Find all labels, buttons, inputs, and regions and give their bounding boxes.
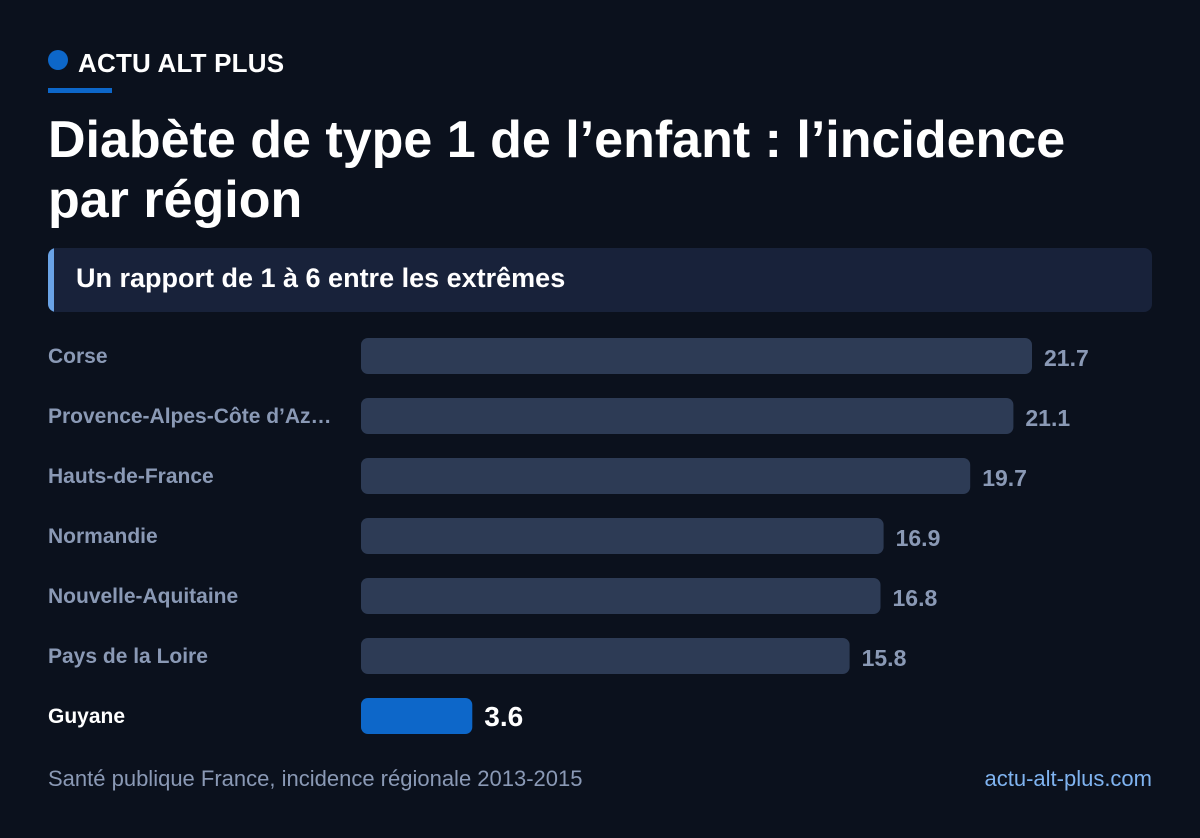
subtitle-box: Un rapport de 1 à 6 entre les extrêmes	[48, 248, 1152, 312]
bar	[361, 578, 881, 614]
subtitle: Un rapport de 1 à 6 entre les extrêmes	[76, 263, 566, 293]
value-label: 21.7	[1044, 345, 1089, 371]
value-label: 3.6	[484, 701, 523, 732]
bar	[361, 638, 850, 674]
subtitle-accent-bar	[48, 248, 54, 312]
bar	[361, 398, 1014, 434]
category-label: Nouvelle-Aquitaine	[48, 585, 238, 608]
source-note: Santé publique France, incidence régiona…	[48, 766, 583, 791]
brand: ACTU ALT PLUS	[48, 48, 284, 78]
category-label: Pays de la Loire	[48, 645, 208, 668]
value-label: 15.8	[862, 645, 907, 671]
category-label: Provence-Alpes-Côte d’Az…	[48, 405, 332, 428]
category-label: Corse	[48, 345, 108, 368]
value-label: 21.1	[1025, 405, 1070, 431]
brand-name: ACTU ALT PLUS	[78, 47, 285, 78]
category-label: Hauts-de-France	[48, 465, 214, 488]
bar	[361, 458, 971, 494]
category-label: Normandie	[48, 525, 158, 548]
brand-underline	[48, 88, 112, 93]
page-title: Diabète de type 1 de l’enfant : l’incide…	[48, 111, 1066, 229]
category-label: Guyane	[48, 705, 125, 728]
site-link[interactable]: actu-alt-plus.com	[984, 766, 1152, 791]
highlight-bar	[361, 698, 473, 734]
bar	[361, 518, 884, 554]
value-label: 16.8	[893, 585, 938, 611]
value-label: 19.7	[982, 465, 1027, 491]
bar	[361, 338, 1032, 374]
brand-dot-icon	[48, 50, 68, 70]
value-label: 16.9	[896, 525, 941, 551]
